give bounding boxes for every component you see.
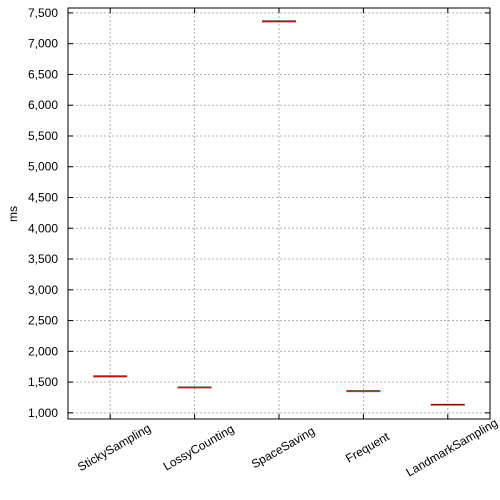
y-tick-label: 1,000 — [28, 406, 58, 420]
y-tick-label: 6,000 — [28, 98, 58, 112]
y-tick-label: 3,500 — [28, 252, 58, 266]
y-tick-label: 5,500 — [28, 129, 58, 143]
y-tick-label: 4,000 — [28, 221, 58, 235]
y-tick-label: 4,500 — [28, 191, 58, 205]
y-tick-label: 5,000 — [28, 160, 58, 174]
y-tick-label: 1,500 — [28, 375, 58, 389]
y-tick-label: 7,500 — [28, 6, 58, 20]
y-tick-label: 2,500 — [28, 314, 58, 328]
axis-ticks — [68, 8, 490, 419]
y-tick-label: 6,500 — [28, 67, 58, 81]
grid-lines — [68, 8, 490, 419]
y-axis-title: ms — [6, 206, 20, 222]
y-tick-label: 3,000 — [28, 283, 58, 297]
y-tick-label: 2,000 — [28, 344, 58, 358]
box-marks — [93, 20, 465, 406]
y-tick-label: 7,000 — [28, 37, 58, 51]
y-tick-labels: 1,000 1,500 2,000 2,500 3,000 3,500 4,000 4,500… — [28, 6, 58, 420]
